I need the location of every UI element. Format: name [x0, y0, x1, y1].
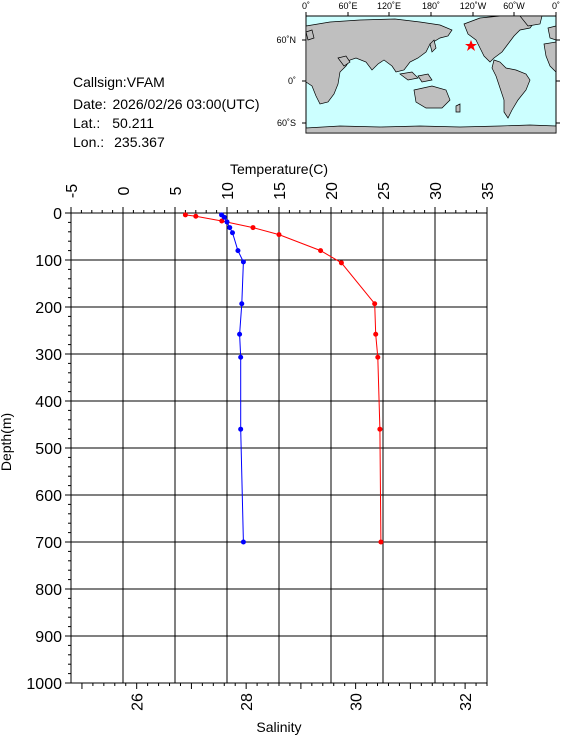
salinity-data-point	[227, 225, 233, 231]
temperature-data-point	[375, 354, 381, 360]
depth-axis-label: Depth(m)	[0, 413, 14, 471]
temperature-data-point	[250, 225, 256, 231]
map-longitude-label: 60˚E	[338, 1, 357, 11]
map-longitude-label: 60˚W	[503, 1, 525, 11]
temperature-data-point	[276, 232, 282, 238]
map-latitude-label: 60˚N	[276, 35, 296, 45]
salinity-data-point	[237, 331, 243, 337]
lat-line: Lat.: 50.211	[73, 115, 154, 131]
temperature-tick-label: 10	[220, 182, 237, 200]
map-longitude-label: 120˚E	[377, 1, 401, 11]
depth-tick-label: 200	[35, 300, 62, 317]
salinity-axis-label: Salinity	[256, 719, 301, 735]
map-longitude-label: 0˚	[552, 1, 560, 11]
salinity-tick-label: 30	[349, 693, 366, 711]
depth-tick-label: 700	[35, 535, 62, 552]
callsign-label: Callsign:	[73, 74, 127, 90]
temperature-data-point	[373, 331, 379, 337]
depth-tick-label: 600	[35, 488, 62, 505]
temperature-data-point	[338, 260, 344, 266]
salinity-data-point	[221, 214, 227, 220]
depth-tick-label: 1000	[26, 676, 62, 693]
depth-tick-label: 400	[35, 394, 62, 411]
map-longitude-label: 180˚	[422, 1, 440, 11]
temperature-tick-label: 15	[272, 182, 289, 200]
lat-value: 50.211	[112, 115, 155, 131]
lon-value: 235.367	[114, 134, 165, 150]
salinity-data-point	[239, 301, 245, 307]
chart-grid	[70, 212, 488, 684]
salinity-tick-label: 28	[239, 693, 256, 711]
temperature-data-point	[219, 218, 225, 224]
temperature-data-point	[377, 426, 383, 432]
salinity-tick-labels: 26 28 30 32	[130, 693, 475, 711]
temperature-tick-label: 35	[480, 182, 497, 200]
salinity-data-point	[240, 259, 246, 265]
map-latitude-label: 60˚S	[277, 118, 296, 128]
salinity-data-point	[238, 426, 244, 432]
temperature-tick-labels: -5 0 5 10 15 20 25 30 35	[64, 182, 497, 200]
depth-tick-label: 100	[35, 253, 62, 270]
lat-label: Lat.:	[73, 115, 101, 131]
depth-tick-label: 500	[35, 441, 62, 458]
depth-tick-labels: 0 100 200 300 400 500 600 700 800 900 1000	[26, 206, 62, 693]
map-longitude-label: 0˚	[302, 1, 310, 11]
salinity-data-point	[229, 230, 235, 236]
station-marker-icon	[465, 40, 477, 51]
map-landmasses	[305, 15, 557, 134]
temperature-tick-label: 0	[116, 186, 133, 195]
temperature-tick-label: 25	[376, 182, 393, 200]
temperature-data-point	[182, 212, 188, 218]
temperature-tick-label: 30	[428, 182, 445, 200]
series-layer	[182, 212, 384, 545]
callsign-line: Callsign:VFAM	[73, 74, 165, 90]
salinity-data-point	[240, 539, 246, 545]
minor-ticks	[65, 207, 488, 689]
date-value: 2026/02/26 03:00(UTC)	[112, 96, 260, 112]
temperature-tick-label: -5	[64, 184, 81, 198]
salinity-data-point	[224, 219, 230, 225]
temperature-data-point	[372, 301, 378, 307]
temperature-data-point	[193, 213, 199, 219]
temperature-tick-label: 5	[168, 186, 185, 195]
date-label: Date:	[73, 96, 107, 112]
depth-tick-label: 800	[35, 582, 62, 599]
salinity-data-point	[235, 248, 241, 254]
map-side-labels: 60˚N 0˚ 60˚S	[276, 35, 296, 128]
lon-label: Lon.:	[73, 134, 105, 150]
callsign-value: VFAM	[126, 74, 165, 90]
temperature-profile-line	[185, 214, 382, 543]
map-latitude-label: 0˚	[288, 76, 296, 86]
depth-tick-label: 0	[53, 206, 62, 223]
temperature-tick-label: 20	[324, 182, 341, 200]
world-map: 0˚ 60˚E 120˚E 180˚ 120˚W 60˚W 0˚ 60˚N 0˚ 60˚S	[276, 1, 560, 134]
date-line: Date: 2026/02/26 03:00(UTC)	[73, 96, 260, 112]
salinity-tick-label: 32	[458, 693, 475, 711]
map-longitude-label: 120˚W	[460, 1, 487, 11]
salinity-tick-label: 26	[130, 693, 147, 711]
map-top-labels: 0˚ 60˚E 120˚E 180˚ 120˚W 60˚W 0˚	[302, 1, 560, 11]
depth-tick-label: 900	[35, 629, 62, 646]
salinity-profile-line	[221, 214, 244, 543]
depth-tick-label: 300	[35, 347, 62, 364]
temperature-data-point	[378, 539, 384, 545]
temperature-data-point	[318, 248, 324, 254]
lon-line: Lon.: 235.367	[73, 134, 165, 150]
salinity-data-point	[238, 354, 244, 360]
temperature-axis-label: Temperature(C)	[230, 161, 328, 177]
